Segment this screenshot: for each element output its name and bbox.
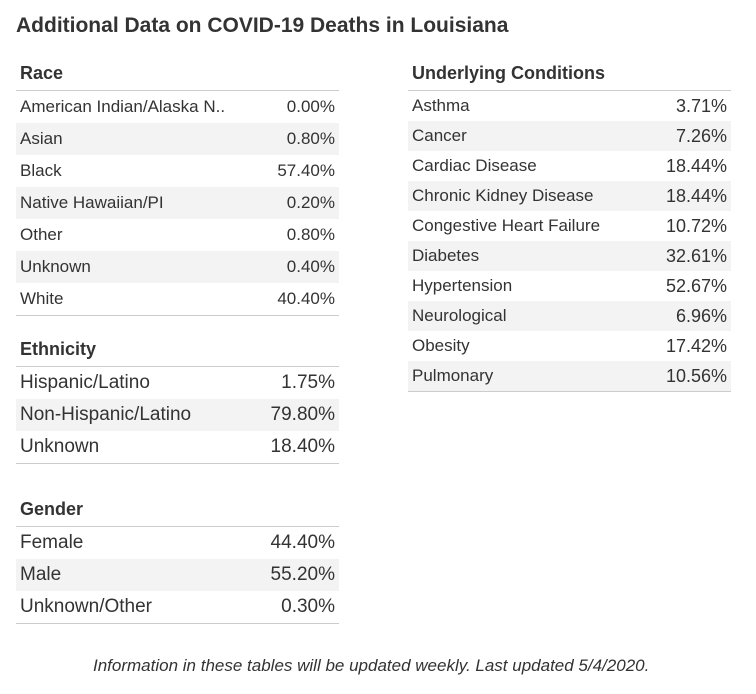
table-row: Native Hawaiian/PI 0.20% bbox=[16, 187, 339, 219]
row-label: Pulmonary bbox=[408, 361, 638, 392]
row-value: 10.56% bbox=[638, 361, 731, 392]
row-label: Male bbox=[16, 559, 254, 591]
row-value: 0.00% bbox=[286, 97, 335, 116]
row-label: Neurological bbox=[408, 301, 638, 331]
underlying-conditions-table: Asthma 3.71% Cancer 7.26% Cardiac Disease 18.… bbox=[408, 91, 731, 392]
row-value: 0.20% bbox=[254, 187, 339, 219]
row-value: 18.44% bbox=[638, 181, 731, 211]
row-label: Cardiac Disease bbox=[412, 156, 537, 175]
table-row: Asthma 3.71% bbox=[408, 91, 731, 121]
table-row: Male 55.20% bbox=[16, 559, 339, 591]
row-value: 6.96% bbox=[638, 301, 731, 331]
table-row: Hypertension 52.67% bbox=[408, 271, 731, 301]
race-table-title: Race bbox=[16, 56, 339, 91]
row-value: 40.40% bbox=[277, 289, 335, 308]
underlying-conditions-table-title: Underlying Conditions bbox=[408, 56, 731, 91]
row-label: Unknown/Other bbox=[20, 596, 153, 617]
race-table: American Indian/Alaska N.. 0.00% Asian 0.80… bbox=[16, 91, 339, 316]
row-label: Native Hawaiian/PI bbox=[16, 187, 254, 219]
ethnicity-table-title: Ethnicity bbox=[16, 332, 339, 367]
table-row: Cardiac Disease 18.44% bbox=[408, 151, 731, 181]
row-label: Female bbox=[20, 532, 84, 553]
row-label: Congestive Heart Failure bbox=[412, 216, 601, 235]
row-label: Cancer bbox=[408, 121, 638, 151]
row-value: 55.20% bbox=[254, 559, 339, 591]
row-label: Unknown bbox=[20, 436, 100, 457]
row-label: Chronic Kidney Disease bbox=[408, 181, 638, 211]
table-row: Non-Hispanic/Latino 79.80% bbox=[16, 399, 339, 431]
row-label: Non-Hispanic/Latino bbox=[16, 399, 254, 431]
row-value: 18.40% bbox=[270, 436, 335, 457]
table-row: Unknown 18.40% bbox=[16, 431, 339, 464]
gender-table-title: Gender bbox=[16, 492, 339, 527]
table-row: Unknown 0.40% bbox=[16, 251, 339, 283]
table-row: Black 57.40% bbox=[16, 155, 339, 187]
race-table-body: American Indian/Alaska N.. 0.00% Asian 0.80… bbox=[16, 91, 339, 316]
row-value: 52.67% bbox=[665, 275, 727, 296]
table-row: Diabetes 32.61% bbox=[408, 241, 731, 271]
update-footnote: Information in these tables will be upda… bbox=[93, 656, 650, 675]
row-label: Hypertension bbox=[412, 276, 513, 295]
table-row: Other 0.80% bbox=[16, 219, 339, 251]
row-value: 44.40% bbox=[270, 532, 335, 553]
ethnicity-table: Hispanic/Latino 1.75% Non-Hispanic/Latino 7… bbox=[16, 367, 339, 464]
ethnicity-table-section: Ethnicity Hispanic/Latino 1.75% Non-Hispan… bbox=[16, 332, 339, 464]
table-row: Cancer 7.26% bbox=[408, 121, 731, 151]
row-value: 17.42% bbox=[665, 335, 727, 356]
row-label: Unknown bbox=[16, 251, 254, 283]
ethnicity-table-body: Hispanic/Latino 1.75% Non-Hispanic/Latino 7… bbox=[16, 367, 339, 464]
row-label: Asian bbox=[16, 123, 254, 155]
row-value: 3.71% bbox=[675, 95, 727, 116]
row-value: 0.80% bbox=[254, 123, 339, 155]
table-row: American Indian/Alaska N.. 0.00% bbox=[16, 91, 339, 123]
row-label: Obesity bbox=[412, 336, 470, 355]
page-title: Additional Data on COVID-19 Deaths in Lo… bbox=[16, 14, 509, 37]
table-row: Neurological 6.96% bbox=[408, 301, 731, 331]
table-row: Unknown/Other 0.30% bbox=[16, 591, 339, 624]
table-row: Congestive Heart Failure 10.72% bbox=[408, 211, 731, 241]
table-row: Pulmonary 10.56% bbox=[408, 361, 731, 392]
race-table-section: Race American Indian/Alaska N.. 0.00% Asia… bbox=[16, 56, 339, 316]
row-value: 32.61% bbox=[638, 241, 731, 271]
row-label: Hispanic/Latino bbox=[20, 372, 150, 393]
row-value: 1.75% bbox=[281, 372, 335, 393]
row-value: 10.72% bbox=[665, 215, 727, 236]
row-value: 0.30% bbox=[281, 596, 335, 617]
table-row: Obesity 17.42% bbox=[408, 331, 731, 361]
gender-table-body: Female 44.40% Male 55.20% Unknown/Other 0.30% bbox=[16, 527, 339, 624]
table-row: Female 44.40% bbox=[16, 527, 339, 559]
underlying-conditions-table-body: Asthma 3.71% Cancer 7.26% Cardiac Disease 18.… bbox=[408, 91, 731, 392]
row-label: Other bbox=[20, 225, 63, 244]
row-value: 18.44% bbox=[665, 155, 727, 176]
row-value: 0.80% bbox=[286, 225, 335, 244]
table-row: Chronic Kidney Disease 18.44% bbox=[408, 181, 731, 211]
underlying-conditions-table-section: Underlying Conditions Asthma 3.71% Cancer 7… bbox=[408, 56, 731, 392]
row-value: 79.80% bbox=[254, 399, 339, 431]
row-value: 57.40% bbox=[277, 161, 335, 180]
row-value: 7.26% bbox=[638, 121, 731, 151]
row-label: White bbox=[20, 289, 64, 308]
table-row: White 40.40% bbox=[16, 283, 339, 316]
gender-table: Female 44.40% Male 55.20% Unknown/Other 0.30% bbox=[16, 527, 339, 624]
row-label: Black bbox=[20, 161, 62, 180]
row-label: Asthma bbox=[412, 96, 470, 115]
gender-table-section: Gender Female 44.40% Male 55.20% Unknown/Oth… bbox=[16, 492, 339, 624]
table-row: Hispanic/Latino 1.75% bbox=[16, 367, 339, 399]
table-row: Asian 0.80% bbox=[16, 123, 339, 155]
row-label: Diabetes bbox=[408, 241, 638, 271]
row-label: American Indian/Alaska N.. bbox=[20, 97, 226, 116]
row-value: 0.40% bbox=[254, 251, 339, 283]
